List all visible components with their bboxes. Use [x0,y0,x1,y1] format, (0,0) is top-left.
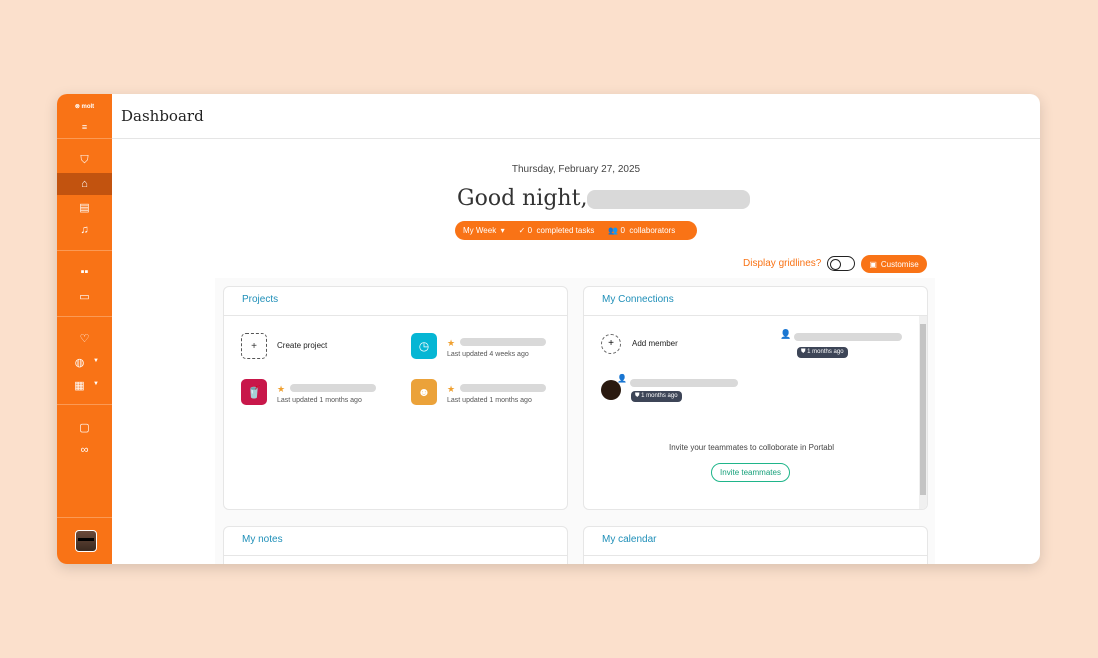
project-item[interactable]: ★ Last updated 4 weeks ago [447,333,546,358]
header: Dashboard [112,94,1040,139]
page-title: Dashboard [121,107,204,125]
heart-plus-icon[interactable]: ♡ [79,332,90,345]
clock-icon[interactable]: ◷ [411,333,437,359]
calendar-icon[interactable]: ▦ [74,379,85,392]
apps-icon[interactable]: ▪▪ [80,266,89,278]
gridlines-label: Display gridlines? [743,258,822,269]
user-icon: 👤 [617,374,627,383]
widget-area: Projects + Create project ◷ ★ Last updat… [215,278,935,564]
link-icon[interactable]: ∞ [80,444,89,456]
chevron-down-icon[interactable]: ▼ [93,381,99,387]
head-heart-icon[interactable]: ☻ [411,379,437,405]
card-title: My calendar [584,527,927,556]
notes-card: My notes [223,526,568,564]
invite-text: Invite your teammates to colloborate in … [669,443,834,452]
edit-icon: ▣ [869,259,877,269]
projects-card: Projects + Create project ◷ ★ Last updat… [223,286,568,510]
card-title: My notes [224,527,567,556]
completed-tasks: ✓ 0 completed tasks [518,226,595,235]
home-icon[interactable]: ⌂ [57,173,112,195]
invite-teammates-button[interactable]: Invite teammates [711,463,790,482]
scrollbar[interactable] [919,316,927,509]
palette-icon[interactable]: ◍ [74,356,85,369]
greeting: Good night, [457,186,751,211]
app-window: ⊗ molt ≡ ⛉ ⌂ ▤ ♫ ▪▪ ▭ ♡ ◍ ▼ ▦ ▼ ▢ ∞ Dash… [57,94,1040,564]
create-project-label[interactable]: Create project [277,341,328,350]
week-summary: My Week ▾ ✓ 0 completed tasks 👥 0 collab… [455,221,697,240]
badge-check-icon[interactable]: ⛉ [80,153,89,166]
logo: ⊗ molt [74,104,95,110]
card-title: My Connections [584,287,927,316]
add-member-button[interactable]: + [601,334,621,354]
user-icon: 👤 [780,329,792,339]
date: Thursday, February 27, 2025 [511,164,641,175]
project-item[interactable]: ★ Last updated 1 months ago [277,379,376,404]
collaborators: 👥 0 collaborators [608,226,676,235]
gridlines-toggle[interactable] [827,256,855,271]
week-selector[interactable]: My Week ▾ [463,226,505,235]
member-badge: ⛊ 1 months ago [631,391,682,402]
calendar-card: My calendar [583,526,928,564]
user-name-redacted [587,189,751,209]
avatar[interactable] [75,530,97,552]
menu-collapse-icon[interactable]: ≡ [81,122,88,132]
connections-card: My Connections + Add member 👤 ⛊ 1 months… [583,286,928,510]
project-item[interactable]: ★ Last updated 1 months ago [447,379,546,404]
bell-icon[interactable]: ♫ [80,224,89,236]
card-title: Projects [224,287,567,316]
create-project-button[interactable]: + [241,333,267,359]
folder-icon[interactable]: ▭ [79,290,90,303]
member-badge: ⛊ 1 months ago [797,347,848,358]
customise-button[interactable]: ▣ Customise [861,255,927,273]
drink-icon[interactable]: 🥤 [241,379,267,405]
sidebar: ⊗ molt ≡ ⛉ ⌂ ▤ ♫ ▪▪ ▭ ♡ ◍ ▼ ▦ ▼ ▢ ∞ [57,94,112,564]
chevron-down-icon[interactable]: ▼ [93,358,99,364]
feedback-icon[interactable]: ▢ [79,421,90,434]
clipboard-icon[interactable]: ▤ [79,201,90,214]
member-avatar[interactable] [601,380,621,400]
add-member-label[interactable]: Add member [632,339,678,348]
